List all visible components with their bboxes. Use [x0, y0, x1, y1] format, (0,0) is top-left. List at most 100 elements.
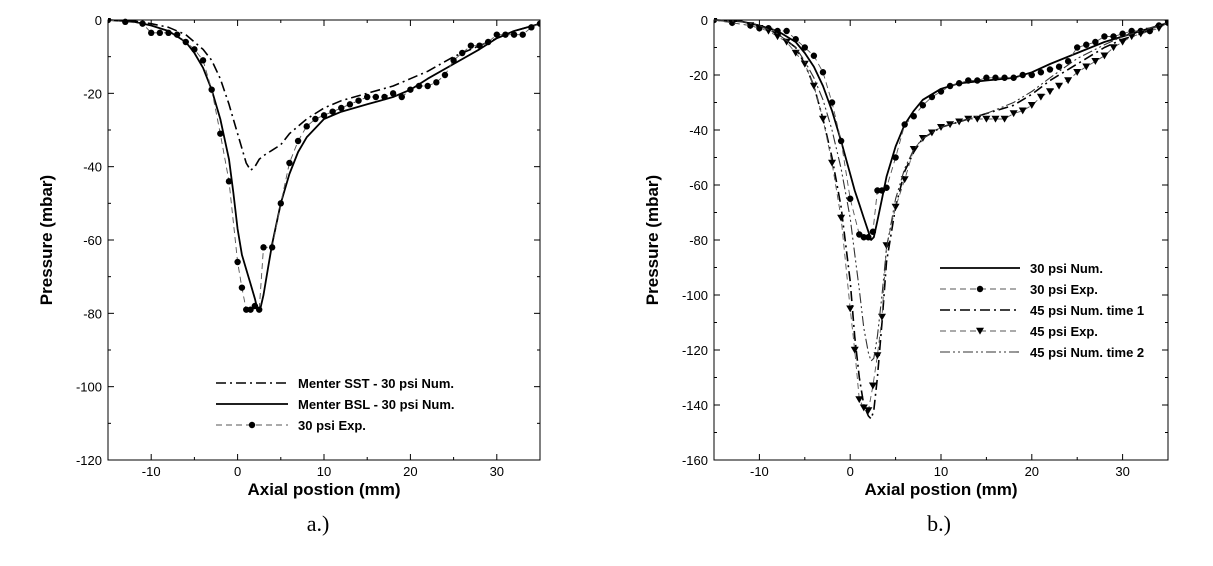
data-point	[294, 137, 302, 145]
data-point	[247, 306, 254, 313]
data-point	[847, 195, 854, 202]
data-point	[1092, 38, 1099, 46]
x-tick-label: -10	[142, 464, 161, 479]
y-axis-label: Pressure (mbar)	[643, 175, 662, 305]
data-point	[346, 101, 354, 108]
data-point	[398, 93, 405, 101]
data-point	[182, 38, 189, 46]
data-point	[1001, 74, 1008, 81]
data-point	[450, 57, 457, 64]
y-tick-label: -40	[689, 123, 708, 138]
data-point	[260, 244, 267, 251]
chart-panel-b: -10 0 10 20 300-20-40-60-80-100-120-140-160A…	[643, 13, 1169, 536]
legend-marker	[976, 327, 984, 335]
data-point	[991, 115, 1000, 123]
data-point	[983, 74, 990, 81]
data-point	[433, 79, 440, 86]
data-point	[208, 86, 215, 93]
data-point	[873, 352, 882, 360]
data-point	[277, 200, 284, 207]
data-point	[869, 228, 877, 235]
data-point	[1083, 41, 1090, 48]
data-point	[1119, 30, 1126, 37]
data-point	[1164, 19, 1168, 27]
data-point	[234, 258, 241, 266]
data-point	[1109, 44, 1118, 52]
data-point	[364, 93, 371, 101]
data-point	[965, 77, 972, 84]
x-tick-label: 20	[403, 464, 417, 479]
data-point	[891, 203, 900, 211]
data-point	[828, 159, 837, 167]
data-point	[459, 49, 466, 57]
series-dashdot	[108, 19, 540, 172]
data-point	[268, 244, 276, 251]
y-tick-label: 0	[701, 13, 708, 28]
data-point	[901, 121, 908, 128]
data-point	[1009, 110, 1018, 118]
legend-label: 30 psi Exp.	[298, 418, 366, 433]
data-point	[173, 31, 181, 38]
data-point	[746, 22, 755, 30]
data-point	[974, 77, 981, 84]
plot-frame	[713, 19, 1169, 461]
x-axis-label: Axial postion (mm)	[247, 480, 400, 499]
legend-label: Menter SST - 30 psi Num.	[298, 376, 454, 391]
legend-label: 30 psi Num.	[1030, 261, 1103, 276]
data-point	[303, 123, 310, 130]
data-point	[1028, 71, 1036, 79]
y-tick-label: 0	[95, 13, 102, 28]
y-tick-label: -40	[83, 160, 102, 175]
data-point	[156, 29, 164, 37]
data-point	[819, 69, 827, 76]
y-tick-label: -80	[83, 306, 102, 321]
data-point	[1055, 63, 1063, 70]
legend: Menter SST - 30 psi Num. Menter BSL - 30 …	[216, 376, 455, 433]
series-line	[714, 19, 1168, 362]
data-point	[424, 82, 431, 90]
data-point	[251, 302, 259, 310]
data-point	[122, 18, 129, 26]
legend-label: 30 psi Exp.	[1030, 282, 1098, 297]
series-solid	[108, 19, 540, 311]
x-tick-label: 10	[317, 464, 331, 479]
data-point	[139, 20, 146, 27]
data-point	[865, 234, 872, 241]
data-point	[1037, 69, 1045, 76]
data-point	[973, 115, 982, 123]
data-point	[1027, 102, 1036, 109]
data-point	[773, 33, 782, 41]
data-point	[892, 154, 899, 161]
data-point	[1036, 93, 1045, 101]
data-point	[874, 187, 881, 194]
legend-label: Menter BSL - 30 psi Num.	[298, 397, 455, 412]
data-point	[329, 108, 336, 115]
data-point	[191, 46, 198, 53]
data-point	[783, 27, 790, 35]
data-point	[919, 102, 927, 109]
data-point	[1064, 58, 1072, 65]
data-point	[199, 57, 207, 64]
data-point	[1046, 66, 1054, 73]
x-tick-label: 0	[234, 464, 241, 479]
legend-label: 45 psi Num. time 2	[1030, 345, 1144, 360]
data-point	[1127, 33, 1136, 41]
data-point	[338, 104, 345, 112]
data-point	[837, 214, 846, 222]
data-point	[510, 31, 518, 38]
data-point	[855, 396, 864, 404]
data-point	[782, 38, 791, 46]
data-point	[928, 93, 936, 101]
data-point	[1100, 52, 1109, 60]
x-tick-label: 20	[1025, 464, 1039, 479]
data-point	[764, 27, 773, 35]
data-point	[909, 146, 918, 153]
data-point	[910, 113, 917, 120]
y-tick-label: -160	[682, 453, 708, 468]
data-point	[1019, 71, 1026, 79]
plot-frame	[107, 19, 541, 461]
legend-label: 45 psi Exp.	[1030, 324, 1098, 339]
data-point	[528, 24, 535, 31]
